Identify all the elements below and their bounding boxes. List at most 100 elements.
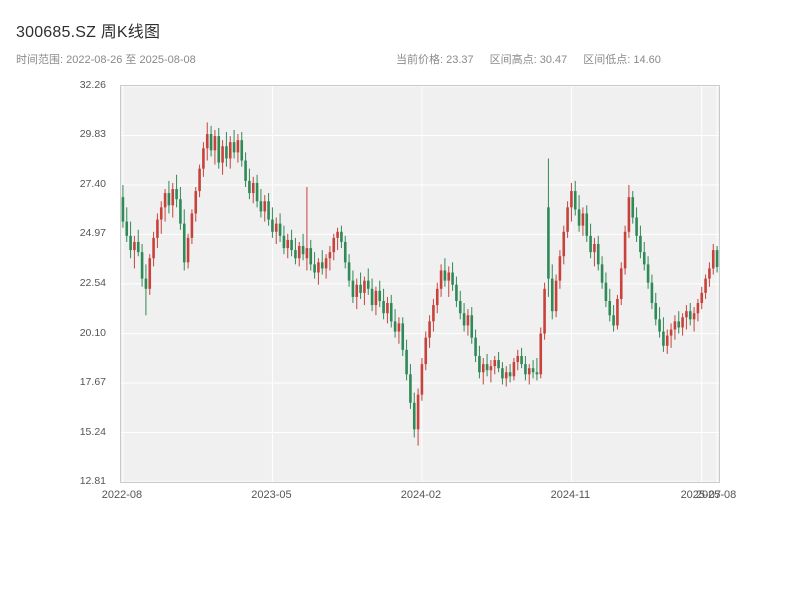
date-range-label: 时间范围: 2022-08-26 至 2025-08-08 [16, 54, 196, 66]
candle-down [232, 129, 236, 159]
candle-down [455, 276, 458, 308]
candle-down [144, 264, 148, 316]
candle-up [708, 262, 711, 287]
candle-up [439, 264, 443, 297]
candle-down [255, 174, 259, 208]
candle-down [225, 132, 228, 167]
y-tick-label: 27.40 [79, 177, 106, 190]
candle-down [535, 358, 539, 381]
candle-down [182, 209, 186, 271]
candle-up [133, 235, 136, 269]
candle-down [631, 191, 635, 224]
candle-down [294, 237, 297, 265]
candle-down [244, 152, 247, 187]
candle-down [240, 132, 244, 167]
candle-down [639, 225, 642, 259]
candle-up [374, 286, 378, 316]
candle-down [531, 360, 535, 379]
candle-up [432, 298, 435, 332]
candle-up [685, 305, 688, 330]
candle-up [274, 217, 278, 244]
page-title: 300685.SZ 周K线图 [16, 24, 161, 41]
candle-down [577, 195, 581, 232]
candle-down [409, 364, 412, 409]
candle-down [370, 278, 374, 312]
candle-up [593, 237, 596, 267]
candle-up [504, 366, 508, 387]
candle-up [623, 225, 627, 275]
candle-up [305, 186, 309, 271]
candle-up [558, 250, 562, 289]
y-tick-label: 20.10 [79, 326, 106, 339]
candle-down [401, 317, 405, 356]
candles-svg [121, 86, 719, 482]
candle-up [619, 262, 623, 306]
candle-down [351, 270, 355, 304]
candle-down [259, 189, 263, 218]
candle-down [547, 158, 550, 297]
candle-down [677, 311, 681, 334]
candle-up [324, 254, 328, 279]
candle-down [167, 180, 171, 214]
x-tick-label: 2025-07 [680, 489, 721, 501]
y-tick-label: 22.54 [79, 276, 106, 289]
candle-down [474, 329, 477, 363]
candle-up [159, 201, 163, 234]
candle-down [140, 243, 144, 287]
candle-up [493, 355, 497, 375]
candle-up [420, 358, 424, 401]
candle-down [290, 229, 293, 257]
candle-up [562, 225, 566, 265]
candle-down [359, 272, 362, 299]
candle-down [451, 262, 454, 291]
candle-down [389, 294, 393, 328]
candle-down [524, 355, 527, 381]
candle-down [608, 288, 612, 322]
candle-up [221, 140, 224, 175]
candle-down [309, 239, 313, 271]
candle-down [470, 307, 474, 344]
candle-down [662, 317, 665, 352]
x-tick-label: 2024-02 [400, 489, 442, 501]
candle-down [393, 309, 397, 338]
candle-down [612, 305, 615, 332]
candle-down [405, 339, 408, 381]
candle-up [152, 231, 155, 267]
candle-up [700, 286, 704, 310]
y-tick-label: 17.67 [79, 376, 106, 389]
candle-down [600, 256, 604, 289]
candle-down [520, 347, 523, 369]
candle-up [681, 313, 684, 336]
candle-up [696, 298, 700, 322]
candle-up [616, 294, 619, 330]
candle-up [213, 129, 217, 165]
current-price-label: 当前价格: 23.37 [396, 54, 474, 66]
candle-down [573, 180, 577, 216]
candle-up [236, 134, 240, 163]
candle-down [175, 174, 178, 208]
candle-up [205, 122, 209, 161]
candle-down [340, 225, 343, 249]
candle-up [570, 182, 573, 222]
candle-down [443, 258, 447, 287]
candle-down [382, 288, 385, 320]
candle-down [278, 213, 282, 242]
range-low-label: 区间低点: 14.60 [583, 54, 661, 66]
candle-up [251, 176, 255, 204]
candle-down [282, 225, 286, 255]
candle-down [121, 184, 125, 228]
candle-down [497, 351, 500, 373]
x-tick-label: 2024-11 [550, 489, 591, 501]
candle-up [228, 136, 232, 169]
candle-up [704, 274, 707, 299]
candle-up [424, 331, 428, 371]
candle-down [320, 250, 324, 275]
candle-down [501, 362, 504, 385]
candle-up [297, 241, 301, 267]
y-tick-label: 24.97 [79, 227, 106, 240]
candle-down [267, 193, 270, 226]
candle-down [313, 252, 316, 279]
candle-up [428, 315, 431, 348]
y-tick-label: 32.26 [79, 79, 106, 91]
candle-up [194, 186, 198, 222]
